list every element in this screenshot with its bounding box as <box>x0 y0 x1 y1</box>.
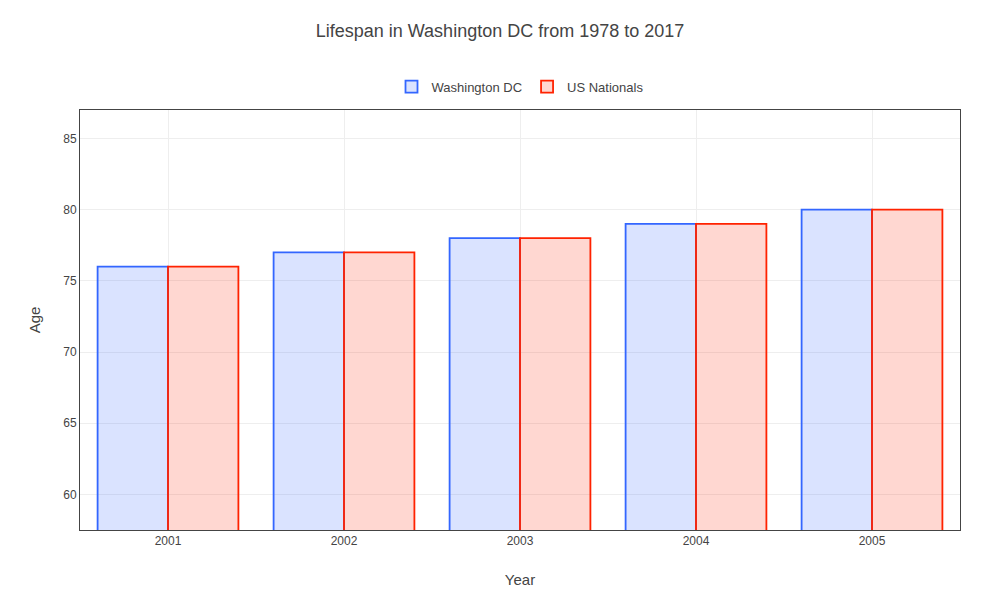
svg-text:2001: 2001 <box>155 534 182 548</box>
svg-text:Washington DC: Washington DC <box>432 80 523 95</box>
svg-text:85: 85 <box>63 132 77 146</box>
svg-text:Lifespan in Washington DC from: Lifespan in Washington DC from 1978 to 2… <box>316 21 685 41</box>
svg-text:2003: 2003 <box>507 534 534 548</box>
svg-text:Age: Age <box>26 307 43 334</box>
svg-text:2004: 2004 <box>683 534 710 548</box>
svg-text:70: 70 <box>63 345 77 359</box>
svg-text:2002: 2002 <box>331 534 358 548</box>
svg-text:80: 80 <box>63 203 77 217</box>
svg-text:65: 65 <box>63 416 77 430</box>
svg-text:75: 75 <box>63 274 77 288</box>
svg-text:Year: Year <box>505 571 535 588</box>
svg-text:2005: 2005 <box>859 534 886 548</box>
svg-text:US Nationals: US Nationals <box>567 80 643 95</box>
svg-text:60: 60 <box>63 488 77 502</box>
